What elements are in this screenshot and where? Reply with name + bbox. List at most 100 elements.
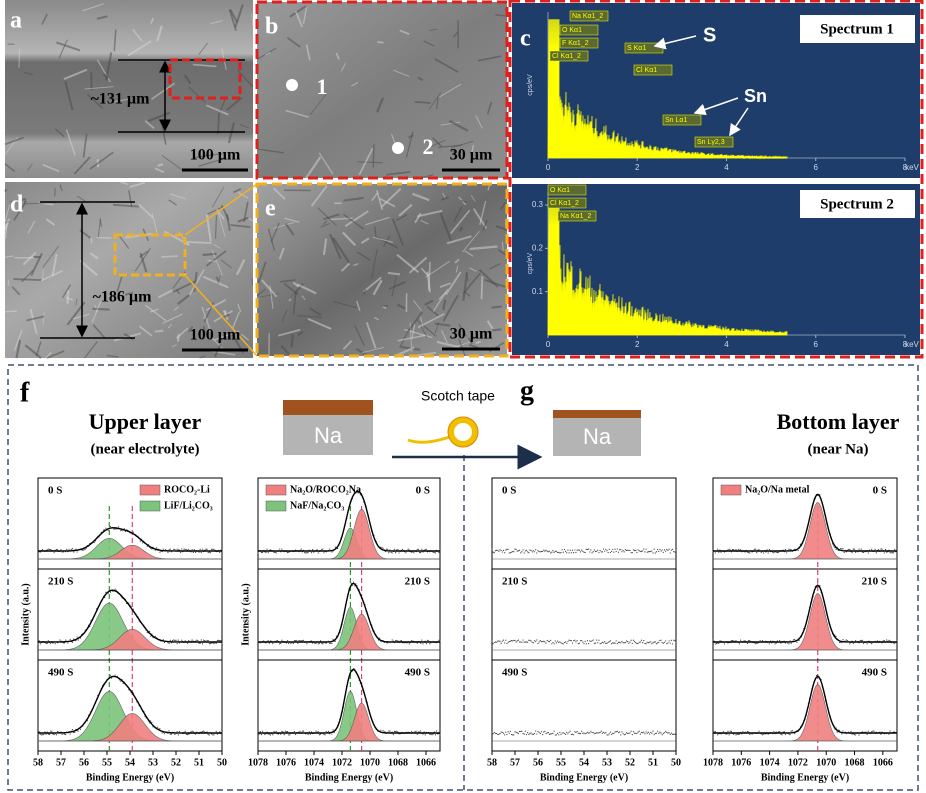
peak-label: O Kα1	[562, 27, 582, 34]
data-dot	[296, 639, 298, 642]
arrow	[693, 97, 739, 116]
texture-stroke	[256, 261, 267, 288]
data-dot	[500, 731, 502, 733]
data-dot	[777, 731, 780, 733]
data-dot	[501, 640, 503, 642]
data-dot	[638, 730, 640, 732]
data-dot	[329, 642, 331, 645]
texture-stroke	[285, 109, 309, 118]
texture-stroke	[284, 217, 300, 223]
data-dot	[666, 643, 668, 645]
data-dot	[867, 730, 869, 732]
data-dot	[669, 552, 671, 554]
data-dot	[309, 733, 311, 735]
data-dot	[867, 552, 869, 554]
data-dot	[638, 550, 640, 552]
peak-tag	[662, 114, 702, 126]
peak	[38, 713, 222, 742]
data-dot	[550, 639, 552, 641]
data-dot	[599, 643, 601, 645]
data-dot	[315, 642, 317, 645]
data-dot	[625, 732, 628, 734]
texture-stroke	[458, 323, 468, 337]
texture-stroke	[211, 186, 225, 208]
x-tick-label: 1068	[388, 757, 408, 768]
texture-stroke	[214, 215, 218, 239]
data-dot	[590, 640, 592, 643]
data-dot	[306, 643, 308, 645]
sei-layer	[283, 400, 373, 415]
data-dot	[276, 639, 278, 642]
data-dot	[206, 639, 208, 642]
data-dot	[784, 642, 787, 644]
y-tick-label: 0.2	[532, 243, 544, 252]
x-tick-label: 8	[903, 340, 908, 349]
data-dot	[181, 548, 183, 550]
data-dot	[514, 731, 516, 733]
texture-stroke	[335, 52, 340, 60]
texture-stroke	[386, 171, 411, 176]
data-dot	[502, 732, 505, 734]
sem-image	[257, 184, 507, 356]
texture-stroke	[220, 259, 233, 269]
x-tick-label: 55	[102, 757, 112, 768]
texture-stroke	[495, 14, 505, 17]
data-dot	[674, 551, 676, 553]
data-dot	[727, 642, 729, 644]
data-dot	[332, 638, 334, 640]
texture-stroke	[18, 48, 21, 68]
data-dot	[714, 552, 716, 554]
data-dot	[567, 641, 569, 643]
data-dot	[634, 549, 636, 552]
data-dot	[553, 730, 555, 732]
data-dot	[519, 549, 521, 551]
data-dot	[420, 552, 422, 554]
data-dot	[653, 548, 655, 550]
texture-stroke	[470, 145, 475, 156]
texture-stroke	[215, 276, 220, 282]
frame	[7, 364, 919, 791]
data-dot	[561, 642, 563, 645]
data-dot	[850, 730, 852, 733]
data-dot	[842, 639, 844, 641]
data-dot	[726, 733, 728, 735]
texture-stroke	[425, 261, 450, 278]
data-dot	[643, 548, 645, 550]
data-dot	[539, 640, 541, 642]
data-dot	[109, 525, 112, 528]
data-dot	[791, 730, 793, 732]
data-dot	[185, 549, 187, 551]
data-dot	[777, 551, 780, 553]
data-dot	[267, 640, 269, 642]
data-dot	[889, 551, 891, 554]
data-dot	[395, 639, 397, 642]
data-dot	[608, 548, 610, 550]
texture-stroke	[429, 139, 446, 148]
data-dot	[651, 643, 653, 645]
data-dot	[533, 732, 536, 735]
data-dot	[174, 548, 176, 551]
data-dot	[609, 731, 612, 733]
data-dot	[652, 642, 654, 644]
data-dot	[604, 641, 606, 643]
data-dot	[505, 639, 507, 641]
data-dot	[540, 731, 543, 733]
data-dot	[434, 552, 437, 554]
texture-stroke	[492, 328, 502, 332]
data-dot	[717, 548, 719, 550]
texture-stroke	[187, 326, 194, 333]
data-dot	[666, 731, 668, 734]
data-dot	[317, 643, 319, 645]
data-dot	[628, 642, 630, 644]
texture-stroke	[247, 217, 253, 222]
data-dot	[607, 734, 609, 736]
data-dot	[491, 548, 493, 550]
data-dot	[389, 730, 391, 732]
data-dot	[629, 549, 631, 552]
data-dot	[579, 733, 582, 735]
data-dot	[584, 733, 586, 735]
data-dot	[45, 642, 47, 645]
texture-stroke	[322, 220, 328, 226]
texture-stroke	[217, 275, 221, 285]
data-dot	[529, 549, 531, 551]
